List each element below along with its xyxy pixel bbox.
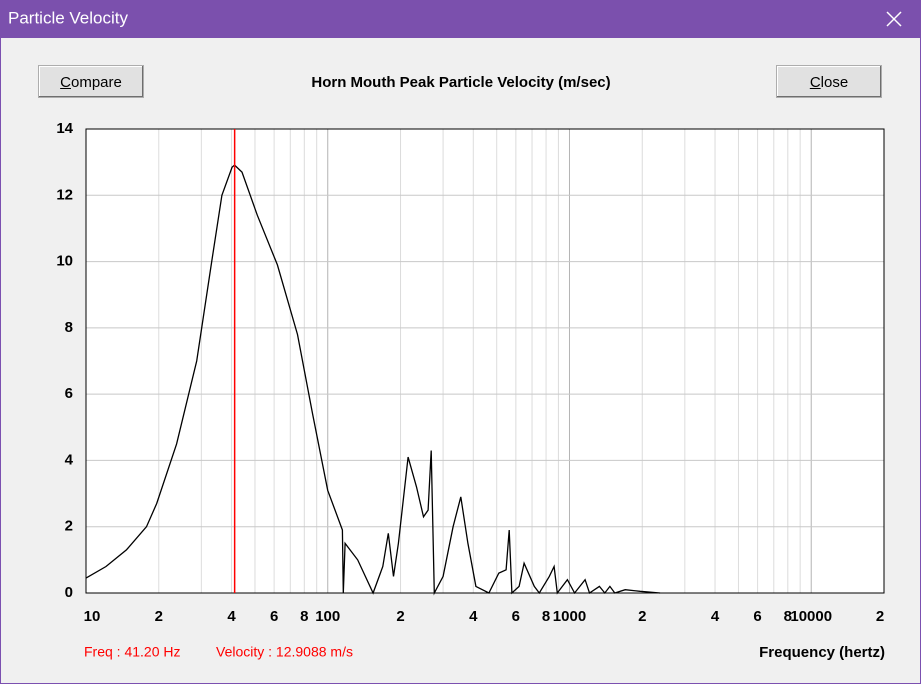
x-tick-label: 4: [711, 608, 720, 625]
y-tick-label: 8: [65, 319, 73, 336]
close-icon[interactable]: [886, 11, 902, 27]
x-tick-label: 10000: [790, 608, 832, 625]
window-title: Particle Velocity: [8, 8, 128, 27]
cursor-velocity: Velocity : 12.9088 m/s: [216, 644, 353, 660]
y-tick-label: 0: [65, 584, 73, 601]
compare-button[interactable]: Compare: [38, 65, 144, 98]
y-tick-label: 14: [56, 120, 73, 137]
x-tick-label: 8: [300, 608, 308, 625]
cursor-freq: Freq : 41.20 Hz: [84, 644, 181, 660]
x-tick-label: 6: [270, 608, 278, 625]
x-axis-label: Frequency (hertz): [759, 644, 885, 661]
x-tick-label: 100: [315, 608, 340, 625]
x-tick-label: 2: [638, 608, 646, 625]
x-tick-label: 6: [512, 608, 520, 625]
x-tick-label: 8: [784, 608, 792, 625]
button-label: Close: [809, 74, 849, 91]
x-tick-label: 4: [469, 608, 478, 625]
y-tick-label: 12: [56, 186, 73, 203]
y-tick-label: 2: [65, 518, 73, 535]
plot-area: [86, 129, 884, 593]
x-tick-label: 2: [876, 608, 884, 625]
close-button[interactable]: Close: [776, 65, 882, 98]
y-tick-label: 6: [65, 385, 73, 402]
plot-border: [85, 128, 885, 594]
x-tick-label: 2: [155, 608, 163, 625]
y-tick-label: 10: [56, 253, 73, 270]
x-tick-label: 2: [396, 608, 404, 625]
x-tick-label: 8: [542, 608, 550, 625]
x-tick-label: 6: [753, 608, 761, 625]
chart-title: Horn Mouth Peak Particle Velocity (m/sec…: [311, 74, 610, 91]
y-tick-label: 4: [65, 451, 74, 468]
x-tick-label: 1000: [553, 608, 586, 625]
x-tick-label: 4: [227, 608, 236, 625]
title-bar: [0, 0, 921, 38]
button-label: Compare: [60, 74, 122, 91]
x-tick-label: 10: [84, 608, 101, 625]
